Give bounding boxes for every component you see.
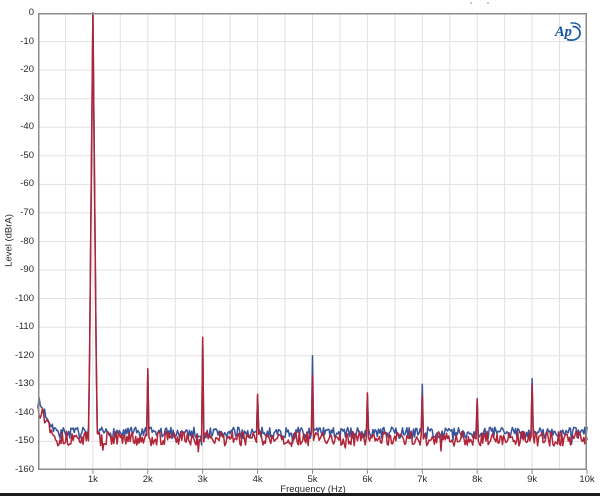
- y-tick-label: -120: [14, 349, 34, 361]
- y-tick-label: -10: [20, 35, 34, 47]
- y-tick-label: -40: [20, 121, 34, 133]
- audio-precision-logo-icon: Ap: [554, 22, 581, 41]
- y-tick-label: -20: [20, 64, 34, 76]
- artifact-speck: [487, 2, 489, 4]
- x-tick-label: 2k: [142, 474, 153, 485]
- artifact-speck: [470, 2, 472, 4]
- y-tick-label: -70: [20, 206, 34, 218]
- y-tick-label: -50: [20, 149, 34, 161]
- y-tick-label: -100: [14, 292, 34, 304]
- x-tick-label: 5k: [307, 474, 318, 485]
- x-tick-label: 8k: [472, 474, 483, 485]
- x-tick-label: 4k: [252, 474, 263, 485]
- y-tick-label: -90: [20, 264, 34, 276]
- x-tick-label: 7k: [417, 474, 428, 485]
- y-tick-label: -30: [20, 92, 34, 104]
- y-tick-label: -160: [14, 464, 34, 475]
- y-tick-label: -80: [20, 235, 34, 247]
- x-tick-label: 1k: [87, 474, 98, 485]
- x-tick-label: 6k: [362, 474, 373, 485]
- y-tick-label: -60: [20, 178, 34, 190]
- plot-area: Ap: [37, 12, 588, 474]
- y-tick-label: -130: [14, 378, 34, 390]
- y-tick-label: -150: [14, 435, 34, 447]
- y-tick-label: 0: [28, 7, 34, 18]
- x-axis-title: Frequency (Hz): [280, 484, 346, 495]
- y-tick-label: -110: [15, 321, 34, 333]
- x-tick-label: 9k: [527, 474, 538, 485]
- window-bottom-border: [0, 493, 600, 496]
- logo-text: Ap: [554, 24, 572, 40]
- spectrum-chart: [37, 12, 588, 474]
- x-tick-label: 10k: [579, 474, 595, 485]
- y-tick-label: -140: [14, 406, 34, 418]
- x-tick-label: 3k: [197, 474, 208, 485]
